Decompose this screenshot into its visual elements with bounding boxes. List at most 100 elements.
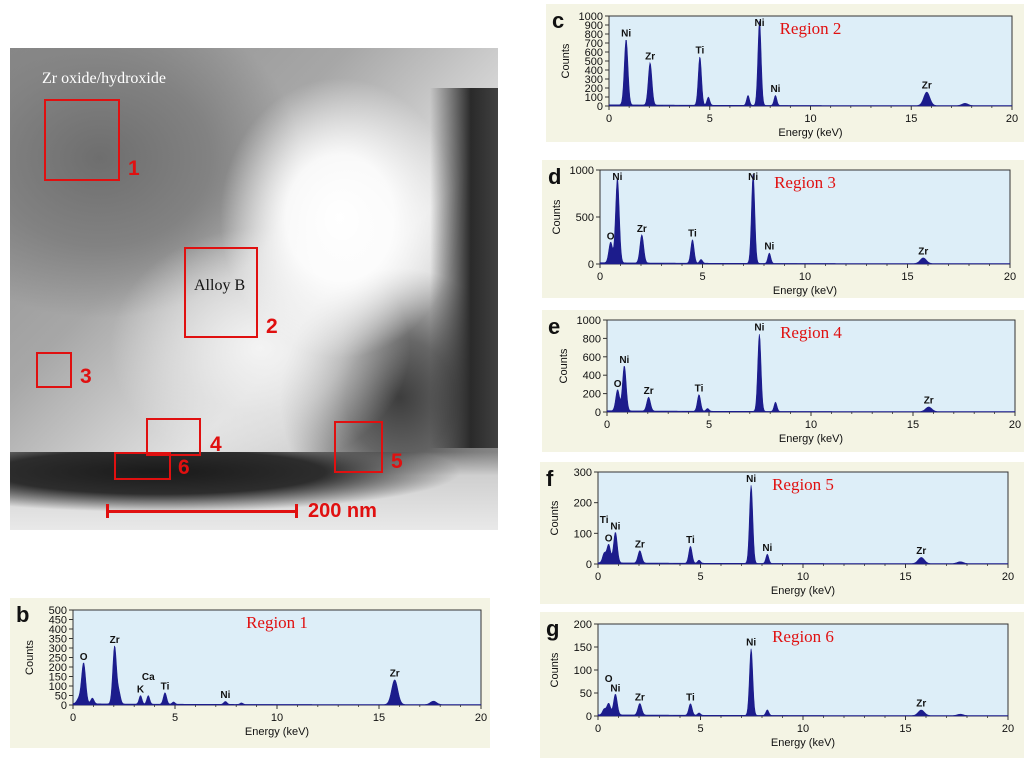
peak-label: Zr xyxy=(918,246,928,257)
x-tick-label: 0 xyxy=(70,712,76,724)
x-tick-label: 5 xyxy=(706,419,712,431)
plot-area xyxy=(608,15,1013,107)
peak-label: O xyxy=(605,674,613,685)
peak-label: Zr xyxy=(635,693,645,704)
x-tick-label: 5 xyxy=(697,723,703,735)
y-tick-label: 500 xyxy=(576,212,594,224)
peak-label: O xyxy=(607,231,615,242)
y-tick-label: 300 xyxy=(574,467,592,479)
x-tick-label: 20 xyxy=(1006,113,1018,125)
alloy-label: Alloy B xyxy=(194,277,246,294)
peak-label: Ni xyxy=(746,637,756,648)
peak-label: O xyxy=(605,534,613,545)
plot-area xyxy=(597,471,1009,565)
panel-letter-b: b xyxy=(16,602,29,627)
spectrum-svg-d: d 0 5 10 15 20 0 500 1000 Energy (keV) Counts Regio… xyxy=(548,164,1016,297)
roi-box-6 xyxy=(114,452,171,480)
y-tick-label: 200 xyxy=(585,83,603,95)
peak-label: Ni xyxy=(610,521,620,532)
peak-label: Ni xyxy=(610,683,620,694)
x-tick-label: 10 xyxy=(805,419,817,431)
scale-bar-label: 200 nm xyxy=(308,500,377,522)
peak-label: Zr xyxy=(924,395,934,406)
x-tick-label: 0 xyxy=(595,571,601,583)
plot-area xyxy=(599,169,1011,265)
region-title: Region 3 xyxy=(774,173,836,192)
x-tick-label: 0 xyxy=(597,271,603,283)
tem-micrograph: Zr oxide/hydroxide 1 Alloy B 2 3 4 5 6 2… xyxy=(10,48,498,530)
spectrum-panel-b: b 0 5 10 15 20 0 50 100 150 200 250 300 350 400 450 500 E… xyxy=(10,598,490,748)
x-axis-label: Energy (keV) xyxy=(779,433,843,445)
peak-label: Ni xyxy=(220,690,230,701)
peak-label: Zr xyxy=(645,52,655,63)
roi-label-4: 4 xyxy=(210,433,222,456)
x-tick-label: 0 xyxy=(606,113,612,125)
peak-label: Zr xyxy=(644,386,654,397)
peak-label: Zr xyxy=(922,81,932,92)
x-tick-label: 15 xyxy=(907,419,919,431)
spectrum-panel-c: c 0 5 10 15 20 0 100 200 300 400 500 600 700 800 900 100… xyxy=(546,4,1024,142)
peak-label: Ni xyxy=(612,172,622,183)
y-axis-label: Counts xyxy=(551,199,563,234)
y-tick-label: 400 xyxy=(585,65,603,77)
y-tick-label: 150 xyxy=(574,642,592,654)
x-axis-label: Energy (keV) xyxy=(773,285,837,297)
peak-label: Ca xyxy=(142,672,155,683)
spectrum-svg-b: b0 5 10 15 20050100150200250300350400450500E… xyxy=(16,602,487,738)
peak-label: Zr xyxy=(916,546,926,557)
x-tick-label: 20 xyxy=(475,712,487,724)
y-tick-label: 900 xyxy=(585,20,603,32)
x-tick-label: 15 xyxy=(899,571,911,583)
y-tick-label: 0 xyxy=(586,559,592,571)
peak-label: Ti xyxy=(686,693,695,704)
peak-label: Ni xyxy=(762,543,772,554)
x-tick-label: 0 xyxy=(595,723,601,735)
tem-title: Zr oxide/hydroxide xyxy=(42,70,166,87)
panel-letter-g: g xyxy=(546,616,559,641)
spectrum-panel-d: d 0 5 10 15 20 0 500 1000 Energy (keV) Counts Regio… xyxy=(542,160,1024,298)
y-tick-label: 300 xyxy=(49,643,67,655)
y-tick-label: 50 xyxy=(580,688,592,700)
y-tick-label: 1000 xyxy=(579,11,603,23)
spectrum-series xyxy=(72,645,482,706)
peak-label: Zr xyxy=(110,635,120,646)
peak-label: Ni xyxy=(621,28,631,39)
spectrum-svg-c: c0 5 10 15 200100200300400500600700800900100… xyxy=(552,8,1018,139)
roi-box-1 xyxy=(44,99,120,181)
x-tick-label: 20 xyxy=(1002,723,1014,735)
scale-bar-right-tick xyxy=(295,504,298,518)
y-tick-label: 200 xyxy=(574,498,592,510)
spectrum-panel-g: g 0 5 10 15 20 0 50 100 150 200 Energy (keV) Counts R… xyxy=(540,612,1024,758)
peak-label: Ti xyxy=(696,45,705,56)
peak-label: Ti xyxy=(600,515,609,526)
x-tick-label: 15 xyxy=(901,271,913,283)
roi-label-5: 5 xyxy=(391,450,403,473)
roi-box-3 xyxy=(36,352,72,388)
region-title: Region 2 xyxy=(780,19,842,38)
y-tick-label: 100 xyxy=(585,92,603,104)
scale-bar xyxy=(107,510,297,513)
x-tick-label: 15 xyxy=(373,712,385,724)
x-tick-label: 10 xyxy=(799,271,811,283)
y-axis-label: Counts xyxy=(549,652,561,687)
roi-box-5 xyxy=(334,421,383,473)
x-tick-label: 15 xyxy=(899,723,911,735)
peak-label: Zr xyxy=(637,224,647,235)
peak-label: O xyxy=(80,652,88,663)
y-tick-label: 800 xyxy=(583,333,601,345)
spectrum-series xyxy=(597,648,1009,717)
roi-box-2 xyxy=(184,247,258,338)
y-tick-label: 100 xyxy=(49,681,67,693)
panel-letter-f: f xyxy=(546,466,554,491)
peak-label: Zr xyxy=(390,668,400,679)
x-tick-label: 5 xyxy=(172,712,178,724)
y-tick-label: 200 xyxy=(49,662,67,674)
spectrum-series xyxy=(606,334,1016,413)
x-tick-label: 0 xyxy=(604,419,610,431)
plot-area xyxy=(606,319,1016,413)
roi-box-4 xyxy=(146,418,201,456)
x-tick-label: 15 xyxy=(905,113,917,125)
x-tick-label: 5 xyxy=(699,271,705,283)
